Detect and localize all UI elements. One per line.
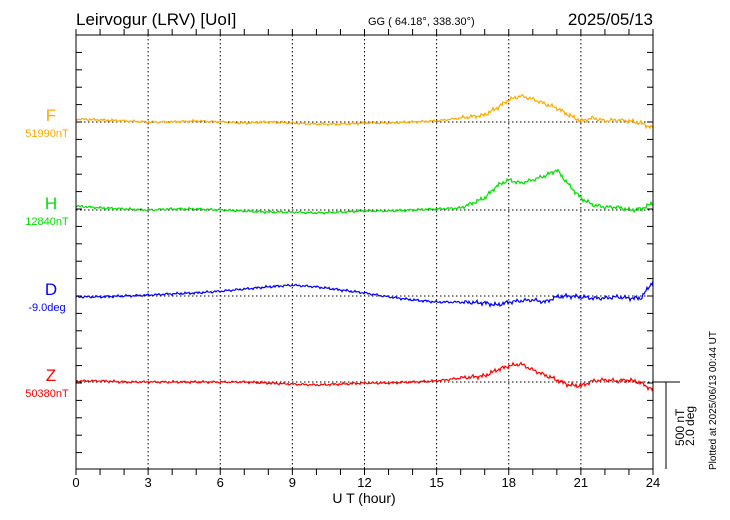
channel-baseline-z: 50380nT [25, 388, 69, 400]
x-tick-label: 15 [429, 475, 443, 490]
scale-bar: 500 nT 2.0 deg [653, 381, 697, 469]
channel-baseline-h: 12840nT [25, 216, 69, 228]
channel-name-d: D [45, 280, 57, 299]
x-tick-label: 12 [357, 475, 371, 490]
grid [76, 35, 653, 469]
trace-z [75, 361, 654, 392]
channel-name-z: Z [46, 366, 56, 385]
x-tick-label: 3 [145, 475, 152, 490]
channel-name-f: F [46, 106, 56, 125]
channel-baseline-f: 51990nT [25, 128, 69, 140]
station-title: Leirvogur (LRV) [UoI] [76, 10, 236, 29]
scale-deg-label: 2.0 deg [683, 406, 697, 446]
x-tick-label: 18 [502, 475, 516, 490]
x-tick-label: 6 [217, 475, 224, 490]
x-tick-label: 24 [646, 475, 660, 490]
traces [75, 93, 654, 392]
channel-name-h: H [45, 194, 57, 213]
x-tick-label: 0 [72, 475, 79, 490]
x-axis-label: U T (hour) [332, 490, 395, 506]
plot-date: 2025/05/13 [568, 10, 653, 29]
channel-labels: F 51990nT H 12840nT D -9.0deg Z 50380nT [25, 106, 69, 400]
plotted-at: Plotted at 2025/06/13 00:44 UT [708, 331, 719, 470]
geo-coordinates: GG ( 64.18°, 338.30°) [368, 16, 475, 28]
scale-nt-label: 500 nT [673, 408, 687, 446]
x-tick-label: 21 [574, 475, 588, 490]
trace-h [75, 168, 654, 216]
trace-f [75, 93, 654, 130]
trace-d [75, 280, 654, 308]
axis-ticks: 0 3 6 9 12 15 18 21 24 [72, 29, 660, 490]
x-tick-label: 9 [289, 475, 296, 490]
channel-baseline-d: -9.0deg [28, 302, 65, 314]
